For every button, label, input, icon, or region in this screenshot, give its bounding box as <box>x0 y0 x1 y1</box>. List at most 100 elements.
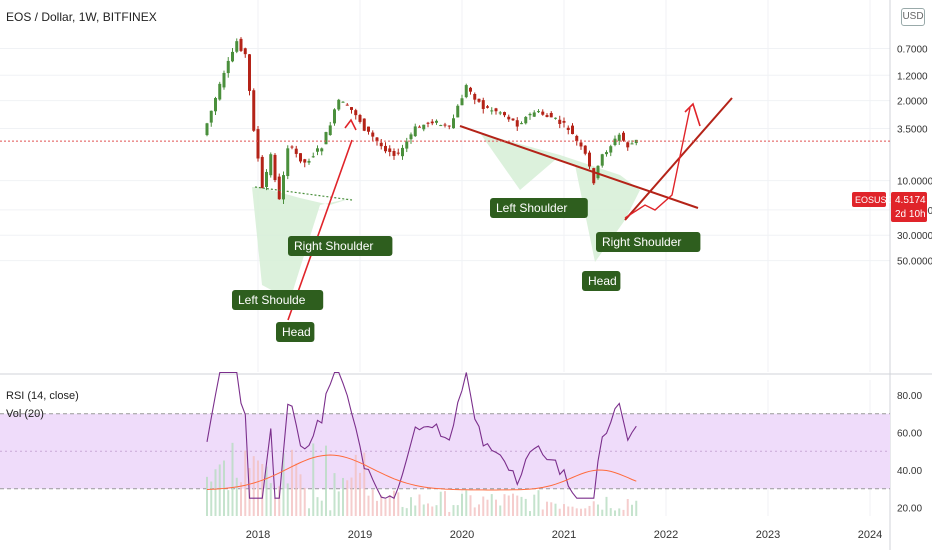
volume-bar <box>350 477 353 516</box>
volume-bar <box>563 504 565 516</box>
candle-body <box>617 134 621 141</box>
candle-body <box>303 159 307 163</box>
label-rs1: Right Shoulder <box>288 236 393 256</box>
volume-bar <box>299 474 302 516</box>
volume-bar <box>597 504 599 516</box>
y-tick-label: 1.2000 <box>897 71 928 82</box>
y-tick-label: 2.0000 <box>897 97 928 108</box>
volume-bar <box>495 499 497 516</box>
candle-body <box>328 125 332 136</box>
arrow-head-2 <box>684 102 701 127</box>
volume-bar <box>206 476 208 516</box>
volume-bar <box>325 445 327 516</box>
volume-bar <box>278 486 281 516</box>
vol-label: Vol (20) <box>6 408 44 420</box>
price-tag-bg <box>891 192 927 222</box>
volume-bar <box>214 469 217 516</box>
label-head2: Head <box>582 271 621 291</box>
symbol-tag-bg <box>852 192 886 207</box>
label-text: Right Shoulder <box>294 239 373 253</box>
candle-body <box>273 154 277 181</box>
volume-bar <box>410 497 412 516</box>
volume-bar <box>397 492 400 516</box>
volume-bar <box>393 490 395 516</box>
candle-body <box>333 109 336 124</box>
candle-body <box>430 121 434 124</box>
rsi-line <box>206 371 637 499</box>
volume-bar <box>337 491 340 516</box>
candle-body <box>205 123 209 136</box>
volume-bar <box>346 480 349 516</box>
volume-bar <box>529 511 531 516</box>
volume-bar <box>482 496 485 516</box>
label-text: Head <box>588 274 617 288</box>
candle-body <box>362 118 366 131</box>
candle-body <box>371 132 375 137</box>
volume-bar <box>448 511 451 516</box>
volume-bar <box>354 454 357 516</box>
candle-body <box>218 83 222 100</box>
trend-line-2 <box>624 97 733 221</box>
volume-bar <box>261 463 264 516</box>
candle-body <box>214 98 217 112</box>
volume-bar <box>274 498 276 516</box>
candle-body <box>320 148 324 152</box>
candle-body <box>511 118 515 121</box>
volume-bar <box>558 508 561 516</box>
volume-bar <box>401 506 404 516</box>
label-head1: Head <box>276 322 315 342</box>
currency-button[interactable]: USD <box>901 8 925 26</box>
volume-bar <box>329 510 332 516</box>
volume-bar <box>265 466 268 516</box>
label-box <box>596 232 701 252</box>
volume-bar <box>503 494 506 516</box>
price-tag: EOSUSD 4.5174 2d 10h <box>852 192 927 222</box>
volume-bar <box>490 494 493 516</box>
volume-bar <box>524 498 527 516</box>
volume-bar <box>571 506 574 516</box>
candle-body <box>549 113 553 118</box>
candle-body <box>396 152 400 154</box>
candle-body <box>269 154 273 176</box>
candle-body <box>384 145 387 152</box>
volume-bar <box>499 505 502 516</box>
candle-body <box>528 113 532 116</box>
rsi-band <box>0 413 890 490</box>
volume-bar <box>439 491 442 516</box>
candle-body <box>316 148 319 152</box>
price-value: 4.5174 <box>895 195 926 206</box>
chart-title: EOS / Dollar, 1W, BITFINEX <box>6 10 157 24</box>
candle-body <box>464 85 468 98</box>
volume-bar <box>456 505 459 516</box>
candle-body <box>452 118 455 129</box>
label-ls1: Left Shoulde <box>232 290 324 310</box>
volume-bar <box>231 442 234 516</box>
volume-bar <box>465 490 468 516</box>
label-text: Left Shoulder <box>496 201 567 215</box>
candle-body <box>392 150 396 156</box>
rsi-path <box>206 371 637 499</box>
candle-body <box>248 54 251 91</box>
volume-bar <box>367 495 370 516</box>
candle-body <box>571 125 574 135</box>
neckline-2 <box>459 125 699 209</box>
candles <box>205 37 638 205</box>
candle-body <box>422 124 426 130</box>
candle-body <box>282 175 285 200</box>
arrow-head-1 <box>344 118 357 131</box>
volume-bar <box>580 508 582 516</box>
volume-bar <box>473 507 476 516</box>
candle-body <box>579 142 583 147</box>
candle-body <box>239 38 243 51</box>
candle-body <box>260 156 264 189</box>
volume-bar <box>609 508 612 516</box>
volume-bar <box>210 481 213 516</box>
candle-body <box>583 145 587 154</box>
volume-bar <box>414 505 417 516</box>
volume-bar <box>257 460 259 516</box>
vol-ma-path <box>206 454 637 491</box>
candle-body <box>622 132 625 141</box>
volume-bar <box>469 495 472 516</box>
candle-body <box>554 117 557 119</box>
